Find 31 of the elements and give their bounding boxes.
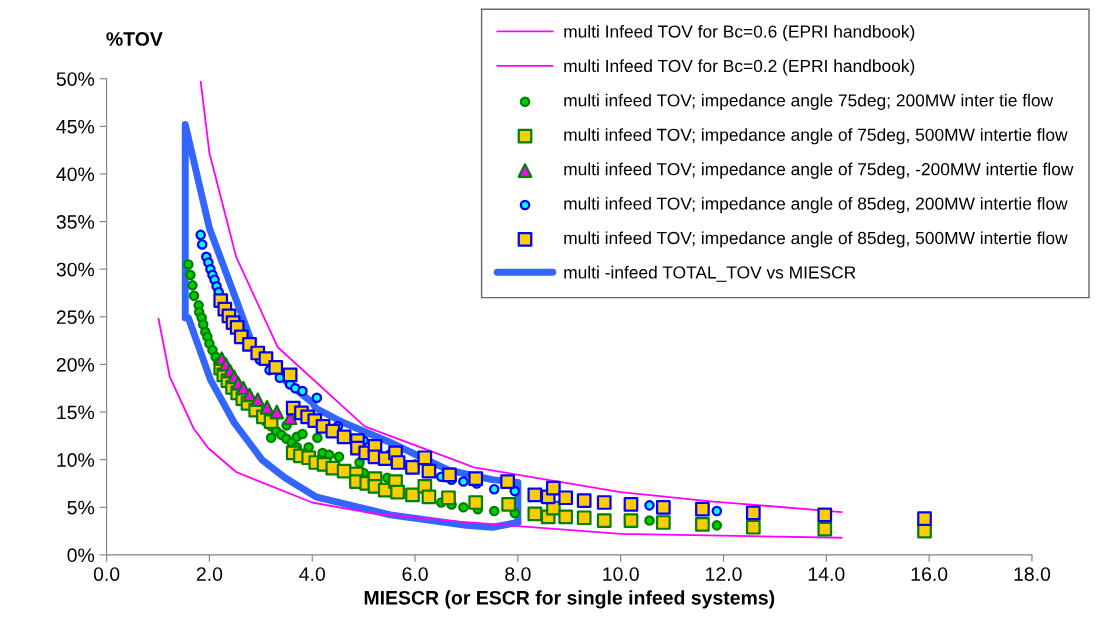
x-axis-title: MIESCR (or ESCR for single infeed systems) xyxy=(364,590,775,609)
y-tick-label: 20% xyxy=(56,357,95,372)
legend-label: multi Infeed TOV for Bc=0.6 (EPRI handbook) xyxy=(564,24,915,42)
x-tick-label: 14.0 xyxy=(808,567,845,581)
y-tick-label: 30% xyxy=(56,262,95,277)
y-tick-label: 50% xyxy=(56,72,95,86)
legend-label: multi infeed TOV; impedance angle of 85deg, 500MW intertie flow xyxy=(564,231,1068,248)
y-tick-label: 45% xyxy=(56,119,95,134)
x-tick-label: 12.0 xyxy=(706,567,742,581)
legend-label: multi infeed TOV; impedance angle of 85deg, 200MW intertie flow xyxy=(564,197,1068,214)
y-axis-title: %TOV xyxy=(106,32,163,46)
x-tick-label: 8.0 xyxy=(505,567,531,581)
legend-label: multi infeed TOV; impedance angle 75deg; 200MW inter tie flow xyxy=(564,93,1054,110)
x-tick-label: 6.0 xyxy=(402,567,428,581)
x-tick-label: 10.0 xyxy=(603,567,639,581)
y-tick-label: 5% xyxy=(67,500,95,515)
legend-label: multi -infeed TOTAL_TOV vs MIESCR xyxy=(564,265,856,282)
legend-label: multi infeed TOV; impedance angle of 75deg, -200MW intertie flow xyxy=(564,162,1074,179)
y-tick-label: 0% xyxy=(67,548,95,563)
x-tick-label: 2.0 xyxy=(196,567,223,581)
y-tick-label: 25% xyxy=(56,310,95,325)
legend-label: multi Infeed TOV for Bc=0.2 (EPRI handbook) xyxy=(564,59,915,76)
y-tick-label: 35% xyxy=(56,215,95,229)
x-tick-label: 4.0 xyxy=(299,567,325,581)
x-tick-label: 0.0 xyxy=(93,567,120,581)
x-tick-label: 18.0 xyxy=(1014,567,1051,581)
y-tick-label: 40% xyxy=(56,167,95,182)
y-tick-label: 15% xyxy=(57,405,95,420)
legend-label: multi infeed TOV; impedance angle of 75deg, 500MW intertie flow xyxy=(564,128,1068,145)
y-tick-label: 10% xyxy=(57,453,95,467)
x-tick-label: 16.0 xyxy=(911,567,948,581)
